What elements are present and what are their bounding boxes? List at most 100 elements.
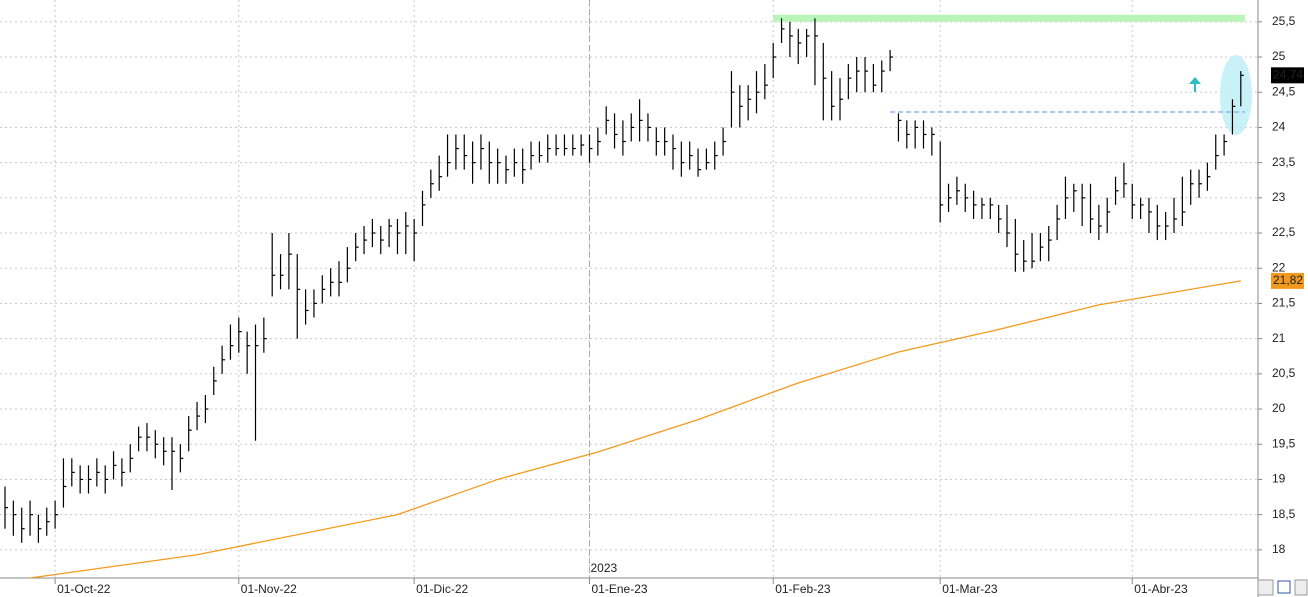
price-bar [171,437,175,490]
price-bar [563,134,568,156]
price-bar [1240,71,1244,107]
price-bar [213,366,217,395]
price-bar [1131,183,1136,219]
y-tick-label: 22,5 [1272,225,1296,239]
price-bar [680,141,685,177]
x-tick-label: 01-Ene-23 [592,582,648,596]
price-bar [204,394,209,424]
y-tick-label: 18,5 [1272,507,1296,521]
price-bar [196,401,201,431]
price-bar [438,155,443,191]
price-bar [839,78,843,121]
price-bar [572,134,576,156]
price-bar [1198,169,1203,198]
price-bar [1173,197,1177,234]
price-bar [805,28,810,58]
price-bar [1165,211,1169,241]
y-tick-label: 22 [1272,260,1286,274]
price-bar [1023,240,1027,272]
price-bar [530,141,535,170]
price-bar [513,148,518,177]
price-bar [121,458,125,487]
price-bar [856,57,860,93]
price-bar [939,141,944,223]
y-tick-label: 24 [1272,120,1286,134]
price-bar [922,120,927,149]
price-bar [446,134,451,177]
price-bar [588,134,593,163]
price-bar [772,42,777,79]
price-bar [797,28,802,65]
price-bar [355,233,359,262]
price-bar [380,225,384,255]
corner-icons[interactable] [1257,579,1308,596]
price-bar [188,416,192,452]
price-bar [605,106,610,135]
price-bar [1056,204,1061,241]
price-bar [1223,134,1228,156]
last-price-label: 24,74 [1273,68,1303,82]
highlight-ellipse [1220,55,1252,135]
price-bar [4,486,8,529]
y-tick-label: 20,5 [1272,366,1296,380]
price-bar [321,275,326,304]
price-bar [87,465,92,494]
price-bar [998,204,1002,234]
price-bar [1081,183,1086,226]
price-bar [906,120,910,149]
price-bar [1114,176,1119,205]
price-bar [1098,204,1102,241]
price-bar [881,60,885,93]
price-bar [279,254,284,290]
y-tick-label: 24,5 [1272,84,1296,98]
x-tick-label: 01-Feb-23 [775,582,831,596]
price-bar [1106,197,1111,234]
price-bar [112,451,117,480]
save-icon[interactable] [1277,580,1291,594]
expand-icon[interactable] [1294,579,1308,596]
price-bar [346,247,351,283]
price-bar [964,183,969,212]
price-bar [154,430,159,459]
price-bar [630,113,635,142]
price-bar [254,324,259,441]
y-tick-label: 20 [1272,401,1286,415]
price-bar [288,233,292,290]
price-bar [931,127,935,156]
price-bar [613,113,618,149]
y-tick-label: 25 [1272,49,1286,63]
x-tick-label: 01-Oct-22 [57,582,111,596]
price-bar [1156,204,1161,241]
price-bar [488,141,493,184]
price-bar [697,148,702,177]
y-tick-label: 18 [1272,542,1286,556]
price-bar [722,127,727,156]
price-bar [163,437,167,466]
price-bar [847,64,852,100]
up-arrow [1189,77,1201,92]
price-bar [229,324,234,360]
price-bar [1215,134,1219,170]
price-bar [914,120,919,149]
price-bar [1139,197,1144,219]
price-bar [947,183,952,212]
y-tick-label: 19 [1272,472,1286,486]
price-bar [79,465,84,494]
price-bar [897,113,902,142]
price-bar [672,134,676,170]
price-bar [313,289,317,318]
price-bar [864,57,869,93]
price-bar [705,148,710,170]
price-bar [1006,204,1010,248]
price-bar [271,233,276,297]
price-bar [12,500,17,536]
price-bar [1206,162,1211,191]
price-bar [363,225,368,255]
price-bar [221,345,226,374]
zoom-icon[interactable] [1257,579,1274,596]
price-bar [480,134,484,170]
price-bar [1073,183,1077,212]
x-tick-label: 01-Dic-22 [416,582,468,596]
price-bar [655,127,660,156]
